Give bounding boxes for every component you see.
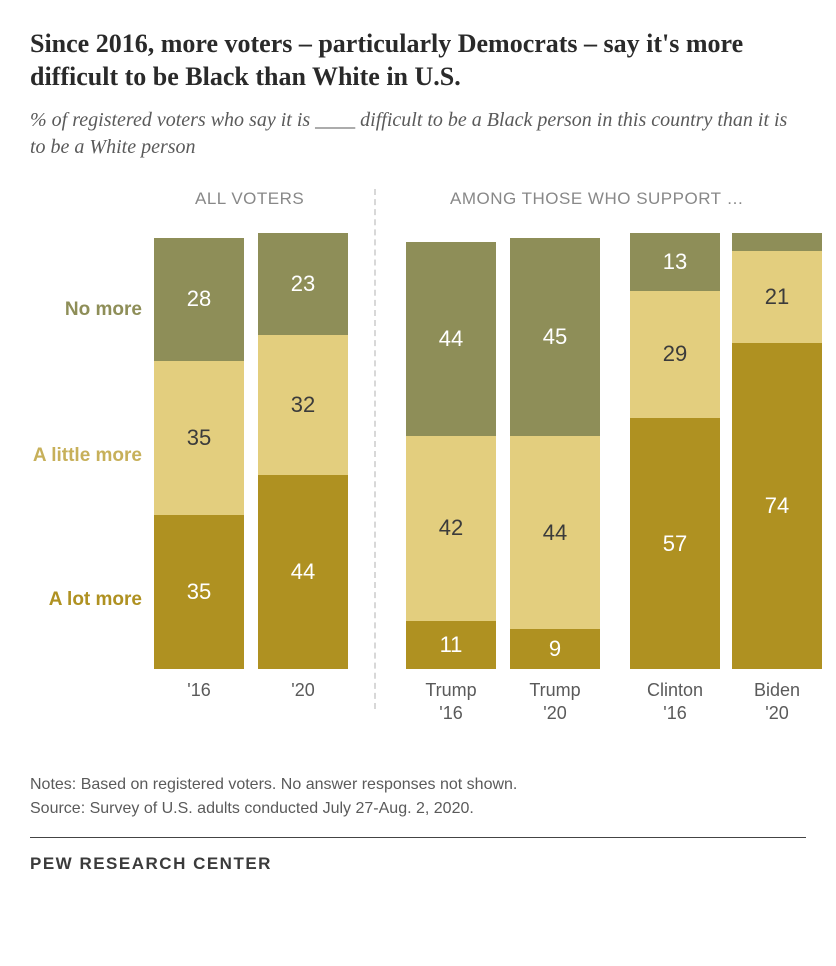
segment-a_lot_more: 74 — [732, 343, 822, 669]
footer-brand: PEW RESEARCH CENTER — [30, 854, 806, 874]
segment-a_lot_more: 9 — [510, 629, 600, 669]
panel-header-all-voters: ALL VOTERS — [195, 189, 304, 209]
x-axis-label: '20 — [258, 679, 348, 702]
x-axis-label: Clinton'16 — [630, 679, 720, 724]
chart-notes: Notes: Based on registered voters. No an… — [30, 773, 806, 838]
segment-no_more: 28 — [154, 238, 244, 361]
bar-trump-20: 45449 — [510, 238, 600, 669]
bar-trump-16: 444211 — [406, 242, 496, 669]
segment-label-a-lot-more: A lot more — [49, 589, 142, 611]
segment-a_lot_more: 57 — [630, 418, 720, 669]
notes-line-1: Notes: Based on registered voters. No an… — [30, 773, 806, 797]
segment-a_little_more: 42 — [406, 436, 496, 621]
bar-all-16: 283535 — [154, 238, 244, 669]
segment-no_more: 45 — [510, 238, 600, 436]
bar-clinton-16: 132957 — [630, 233, 720, 669]
segment-a_little_more: 44 — [510, 436, 600, 630]
x-axis-label: Biden'20 — [732, 679, 822, 724]
bar-all-20: 233244 — [258, 233, 348, 669]
segment-a_little_more: 29 — [630, 291, 720, 419]
segment-a_lot_more: 44 — [258, 475, 348, 669]
bar-biden-20: 2174 — [732, 233, 822, 669]
segment-no_more — [732, 233, 822, 251]
panel-header-supporters: AMONG THOSE WHO SUPPORT … — [450, 189, 744, 209]
notes-line-2: Source: Survey of U.S. adults conducted … — [30, 797, 806, 821]
segment-no_more: 44 — [406, 242, 496, 436]
x-axis-label: Trump'20 — [510, 679, 600, 724]
segment-a_little_more: 32 — [258, 335, 348, 476]
segment-label-a-little-more: A little more — [33, 445, 142, 467]
segment-a_little_more: 35 — [154, 361, 244, 515]
x-axis-label: '16 — [154, 679, 244, 702]
segment-no_more: 23 — [258, 233, 348, 334]
panel-divider — [374, 189, 376, 709]
segment-a_little_more: 21 — [732, 251, 822, 343]
segment-no_more: 13 — [630, 233, 720, 290]
chart-area: ALL VOTERS AMONG THOSE WHO SUPPORT … No … — [30, 189, 806, 749]
chart-subtitle: % of registered voters who say it is ___… — [30, 107, 806, 161]
chart-title: Since 2016, more voters – particularly D… — [30, 28, 806, 93]
segment-label-no-more: No more — [65, 299, 142, 321]
segment-a_lot_more: 11 — [406, 621, 496, 669]
segment-a_lot_more: 35 — [154, 515, 244, 669]
x-axis-label: Trump'16 — [406, 679, 496, 724]
